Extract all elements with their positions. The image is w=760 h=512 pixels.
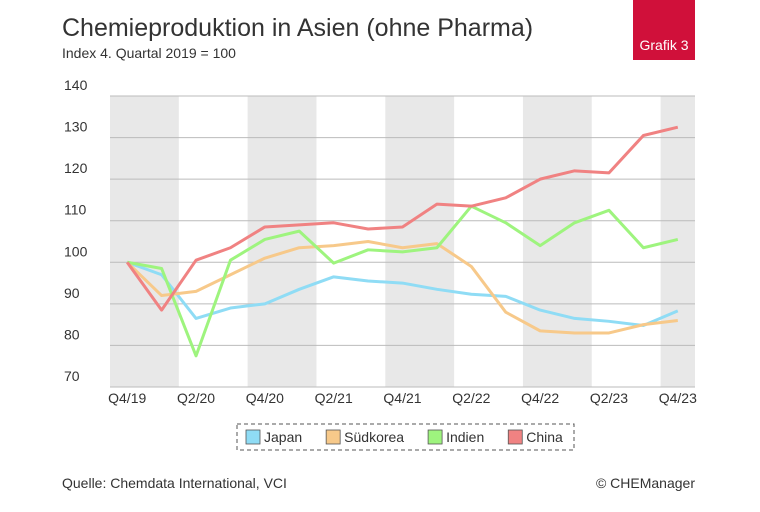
band [110, 96, 179, 387]
y-tick-label: 70 [64, 368, 80, 384]
x-tick-label: Q2/22 [452, 390, 490, 406]
legend-label: Japan [264, 429, 302, 445]
y-tick-label: 80 [64, 326, 80, 342]
source: Quelle: Chemdata International, VCI [62, 475, 287, 491]
legend-swatch [507, 429, 523, 445]
badge: Grafik 3 [639, 37, 688, 53]
series-line [125, 125, 679, 312]
x-tick-label: Q4/20 [246, 390, 284, 406]
chart-title: Chemieproduktion in Asien (ohne Pharma) [62, 14, 533, 42]
legend-label: China [526, 429, 563, 445]
series-line [126, 204, 679, 358]
legend-label: Indien [446, 429, 484, 445]
y-tick-label: 110 [64, 202, 87, 218]
x-tick-label: Q2/23 [590, 390, 628, 406]
y-tick-label: 140 [64, 77, 88, 93]
x-tick-label: Q4/21 [383, 390, 421, 406]
credit: © CHEManager [596, 475, 695, 491]
series-line [126, 240, 678, 335]
y-tick-label: 100 [64, 243, 88, 259]
legend-label: Südkorea [344, 429, 404, 445]
y-tick-label: 130 [64, 119, 88, 135]
x-tick-label: Q4/23 [659, 390, 697, 406]
y-tick-label: 120 [64, 160, 88, 176]
x-tick-label: Q2/21 [315, 390, 353, 406]
legend-swatch [325, 429, 341, 445]
y-tick-label: 90 [64, 285, 80, 301]
legend-swatch [427, 429, 443, 445]
x-tick-label: Q4/19 [108, 390, 146, 406]
legend-swatch [245, 429, 261, 445]
chart-subtitle: Index 4. Quartal 2019 = 100 [62, 45, 236, 61]
x-tick-label: Q4/22 [521, 390, 559, 406]
badge-box [633, 0, 695, 60]
x-tick-label: Q2/20 [177, 390, 215, 406]
band [247, 96, 317, 387]
series-line [126, 260, 679, 327]
legend-box [236, 423, 575, 451]
